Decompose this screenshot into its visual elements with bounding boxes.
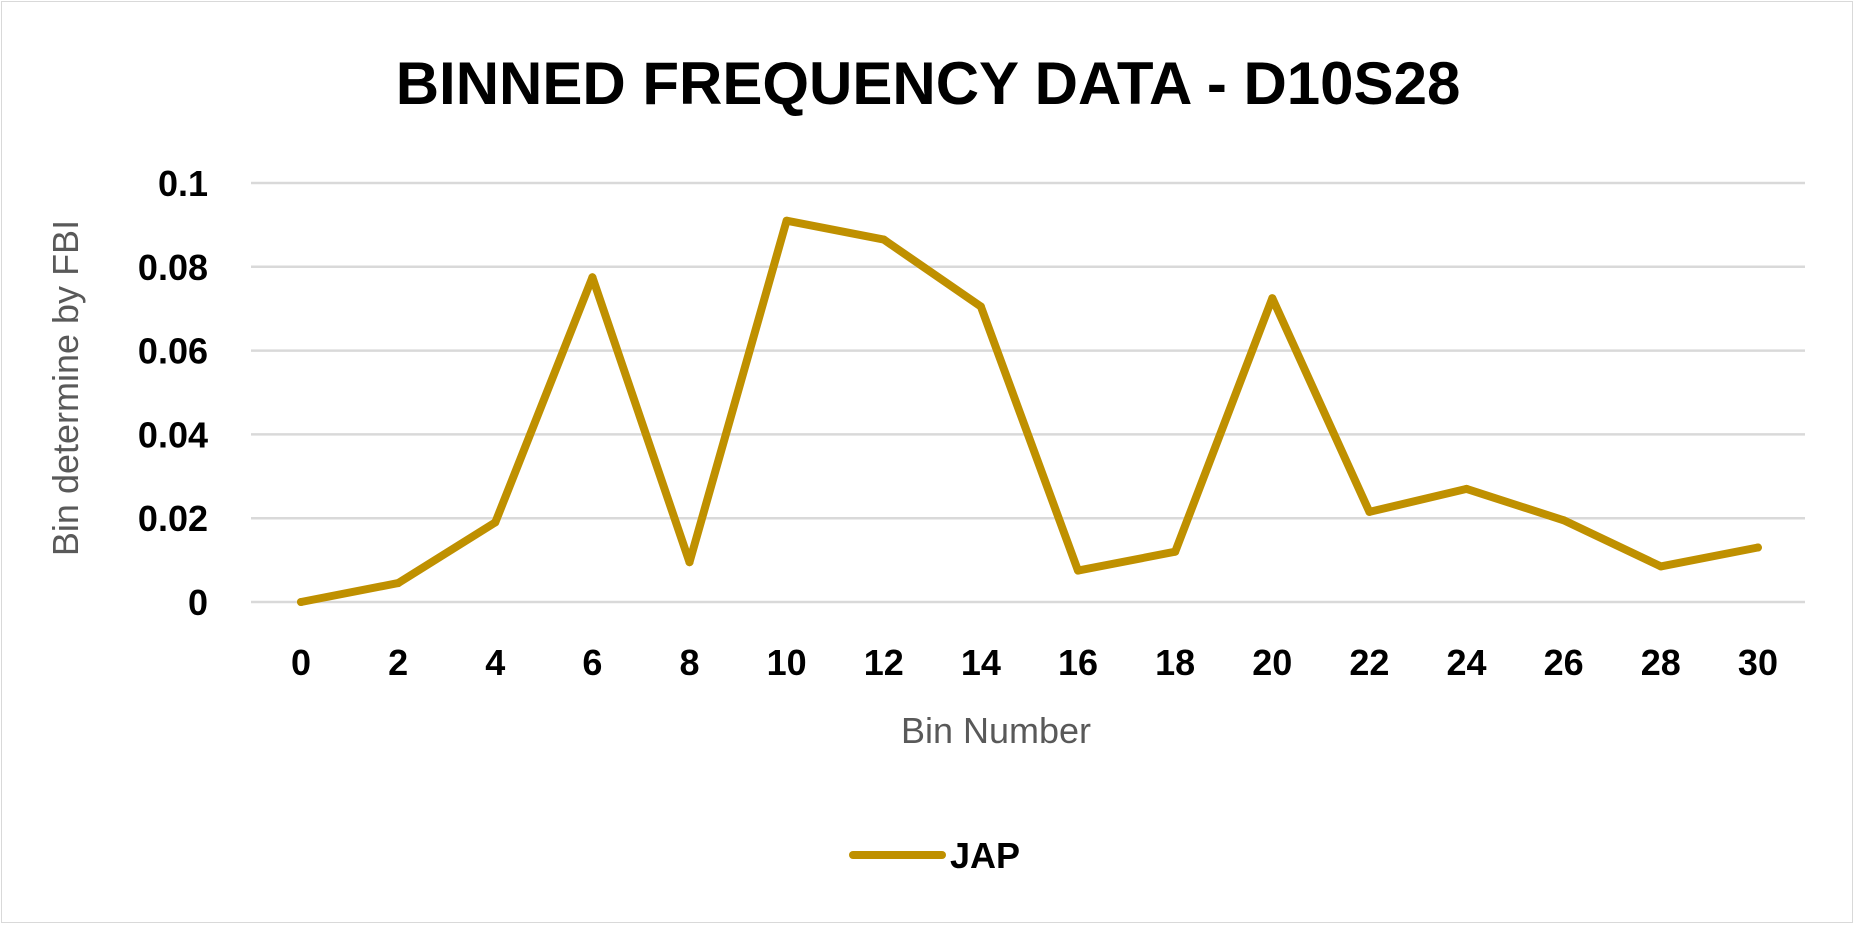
data-point (685, 558, 694, 567)
data-point (879, 235, 888, 244)
data-point (1268, 294, 1277, 303)
x-tick-label: 20 (1252, 642, 1292, 683)
y-tick-label: 0.1 (158, 163, 208, 204)
x-axis-ticks: 0 2 4 6 8 10 12 14 16 18 20 22 24 26 28 30 (291, 642, 1778, 683)
data-point (491, 518, 500, 527)
data-point (1171, 547, 1180, 556)
y-tick-label: 0.06 (138, 331, 208, 372)
legend: JAP (849, 835, 1020, 876)
x-tick-label: 10 (767, 642, 807, 683)
x-tick-label: 24 (1447, 642, 1487, 683)
y-tick-label: 0.02 (138, 498, 208, 539)
y-tick-label: 0.04 (138, 414, 208, 455)
data-point (1559, 516, 1568, 525)
series-group (297, 216, 1762, 606)
x-tick-label: 8 (680, 642, 700, 683)
data-point (1656, 562, 1665, 571)
y-axis-ticks: 0 0.02 0.04 0.06 0.08 0.1 (138, 163, 208, 623)
x-tick-label: 14 (961, 642, 1001, 683)
x-tick-label: 6 (582, 642, 602, 683)
x-axis-label: Bin Number (901, 710, 1091, 751)
y-tick-label: 0 (188, 582, 208, 623)
x-tick-label: 18 (1155, 642, 1195, 683)
legend-label-jap: JAP (950, 835, 1020, 876)
x-tick-label: 0 (291, 642, 311, 683)
x-tick-label: 4 (485, 642, 505, 683)
data-point (1753, 543, 1762, 552)
x-tick-label: 12 (864, 642, 904, 683)
series-line-jap (297, 216, 1762, 606)
data-point (1365, 507, 1374, 516)
data-point (588, 273, 597, 282)
x-tick-label: 16 (1058, 642, 1098, 683)
y-axis-label: Bin determine by FBI (45, 220, 86, 556)
x-tick-label: 2 (388, 642, 408, 683)
x-tick-label: 30 (1738, 642, 1778, 683)
data-point (976, 302, 985, 311)
chart-title: BINNED FREQUENCY DATA - D10S28 (396, 50, 1461, 117)
data-point (782, 216, 791, 225)
data-point (297, 598, 305, 606)
y-tick-label: 0.08 (138, 247, 208, 288)
data-point (1462, 484, 1471, 493)
x-tick-label: 28 (1641, 642, 1681, 683)
gridlines (251, 181, 1805, 604)
x-tick-label: 26 (1544, 642, 1584, 683)
data-point (394, 579, 403, 588)
x-tick-label: 22 (1349, 642, 1389, 683)
data-point (1074, 566, 1083, 575)
